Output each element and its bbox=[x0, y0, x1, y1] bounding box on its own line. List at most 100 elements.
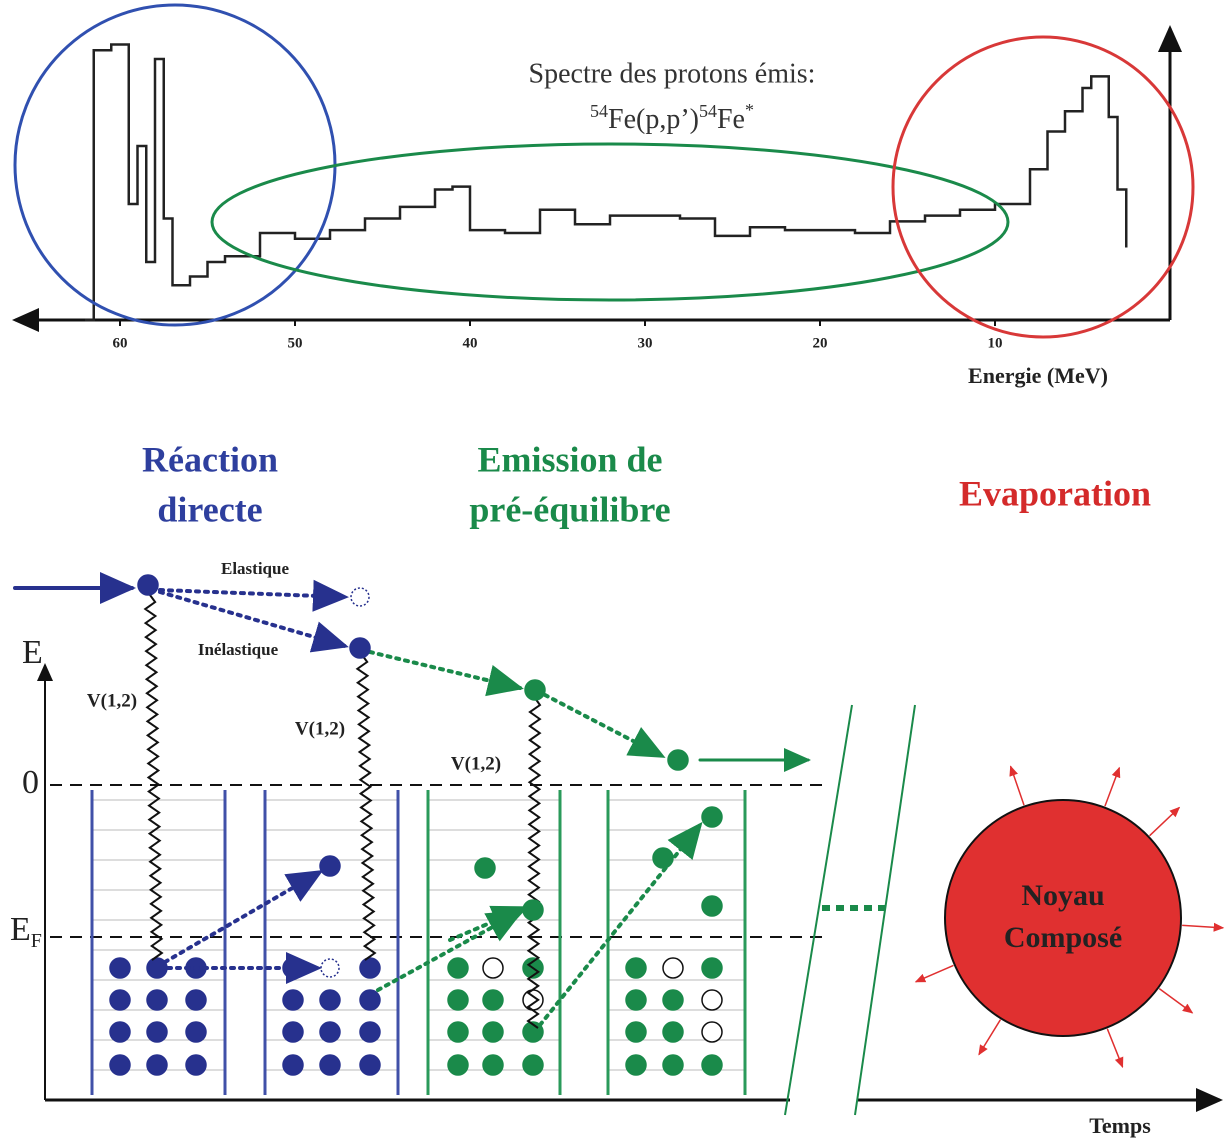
spectrum: 60 50 40 30 20 10 bbox=[85, 45, 1126, 352]
page: 60 50 40 30 20 10 Spectre des protons émis: 5… bbox=[0, 0, 1229, 1144]
arrow bbox=[1150, 808, 1179, 836]
nucleon bbox=[350, 638, 370, 658]
arrow bbox=[545, 695, 662, 756]
hole bbox=[483, 958, 503, 978]
arrow bbox=[916, 966, 953, 982]
nucleon bbox=[110, 958, 130, 978]
nucleon bbox=[702, 1055, 722, 1075]
arrow bbox=[160, 592, 345, 646]
arrow bbox=[1105, 768, 1119, 805]
region-label: Evaporation bbox=[959, 473, 1151, 513]
nucleon bbox=[186, 990, 206, 1010]
nucleon bbox=[110, 1022, 130, 1042]
nucleon bbox=[360, 1022, 380, 1042]
arrow bbox=[1183, 925, 1223, 927]
arrow bbox=[160, 590, 345, 597]
nucleon bbox=[626, 958, 646, 978]
arrow bbox=[450, 908, 525, 940]
nucleon bbox=[360, 958, 380, 978]
mass: 54 bbox=[590, 101, 608, 121]
evaporation-region bbox=[893, 37, 1193, 337]
excited: * bbox=[745, 100, 754, 120]
x-axis-label: Energie (MeV) bbox=[968, 363, 1108, 388]
fermi-symbol: E bbox=[10, 911, 31, 948]
nucleon bbox=[663, 1022, 683, 1042]
arrow bbox=[370, 652, 520, 688]
nucleon bbox=[110, 990, 130, 1010]
region-label: Emission de bbox=[477, 439, 662, 479]
hole bbox=[351, 588, 369, 606]
nucleon bbox=[523, 1055, 543, 1075]
nucleon bbox=[283, 990, 303, 1010]
nucleon bbox=[663, 1055, 683, 1075]
fermi-label: EF bbox=[10, 911, 42, 952]
nucleon bbox=[702, 807, 722, 827]
nucleon bbox=[360, 990, 380, 1010]
x-tick-label: 40 bbox=[463, 335, 478, 351]
nucleon bbox=[110, 1055, 130, 1075]
hole bbox=[663, 958, 683, 978]
arrow bbox=[165, 872, 320, 962]
chart-title: Spectre des protons émis: bbox=[529, 58, 816, 89]
nucleon bbox=[448, 958, 468, 978]
nucleon bbox=[702, 896, 722, 916]
nucleon bbox=[525, 680, 545, 700]
direct-region bbox=[15, 5, 335, 325]
x-tick-label: 50 bbox=[288, 335, 303, 351]
nucleon bbox=[186, 1022, 206, 1042]
nucleon bbox=[668, 750, 688, 770]
nucleon bbox=[320, 1022, 340, 1042]
time-axis-label: Temps bbox=[1089, 1113, 1151, 1138]
nucleon bbox=[653, 848, 673, 868]
nucleon bbox=[626, 990, 646, 1010]
nucleon bbox=[475, 858, 495, 878]
nucleon bbox=[360, 1055, 380, 1075]
nucleon bbox=[448, 990, 468, 1010]
nucleus-label: Noyau bbox=[1021, 879, 1104, 912]
x-tick-label: 30 bbox=[638, 335, 653, 351]
arrow bbox=[979, 1020, 1000, 1054]
nucleon bbox=[448, 1055, 468, 1075]
elastic-label: Elastique bbox=[221, 559, 289, 578]
mass: 54 bbox=[699, 101, 717, 121]
interaction bbox=[145, 595, 162, 960]
hole bbox=[702, 990, 722, 1010]
interaction-label: V(1,2) bbox=[87, 690, 137, 711]
nucleon bbox=[448, 1022, 468, 1042]
nucleon bbox=[147, 1022, 167, 1042]
arrow bbox=[1160, 989, 1192, 1013]
hole bbox=[702, 1022, 722, 1042]
nucleon bbox=[626, 1022, 646, 1042]
fermi-subscript: F bbox=[31, 930, 42, 952]
interaction-label: V(1,2) bbox=[295, 718, 345, 739]
inelastic-label: Inélastique bbox=[198, 640, 279, 659]
arrow bbox=[1011, 767, 1024, 805]
nucleon bbox=[283, 1022, 303, 1042]
nucleon bbox=[483, 1022, 503, 1042]
figure: 60 50 40 30 20 10 Spectre des protons émis: 5… bbox=[0, 0, 1229, 1144]
nucleon bbox=[523, 900, 543, 920]
hole bbox=[321, 959, 339, 977]
nucleus-label: Composé bbox=[1004, 921, 1122, 954]
x-tick-label: 20 bbox=[813, 335, 828, 351]
chart-subtitle: 54Fe(p,p’)54Fe* bbox=[590, 100, 754, 135]
interaction-label: V(1,2) bbox=[451, 753, 501, 774]
nucleon bbox=[320, 856, 340, 876]
hole bbox=[523, 990, 543, 1010]
nucleon bbox=[283, 1055, 303, 1075]
nucleon bbox=[483, 1055, 503, 1075]
region-label: Réaction bbox=[142, 439, 278, 479]
energy-axis-label: E bbox=[22, 634, 43, 671]
compound-nucleus bbox=[945, 800, 1181, 1036]
x-tick-label: 60 bbox=[113, 335, 128, 351]
nucleon bbox=[147, 1055, 167, 1075]
nucleon bbox=[186, 1055, 206, 1075]
zero-label: 0 bbox=[22, 764, 39, 801]
reaction: Fe(p,p’) bbox=[608, 104, 699, 135]
nucleon bbox=[320, 1055, 340, 1075]
product: Fe bbox=[717, 104, 745, 135]
nucleon bbox=[483, 990, 503, 1010]
x-tick-label: 10 bbox=[988, 335, 1003, 351]
nucleon bbox=[663, 990, 683, 1010]
nucleon bbox=[320, 990, 340, 1010]
